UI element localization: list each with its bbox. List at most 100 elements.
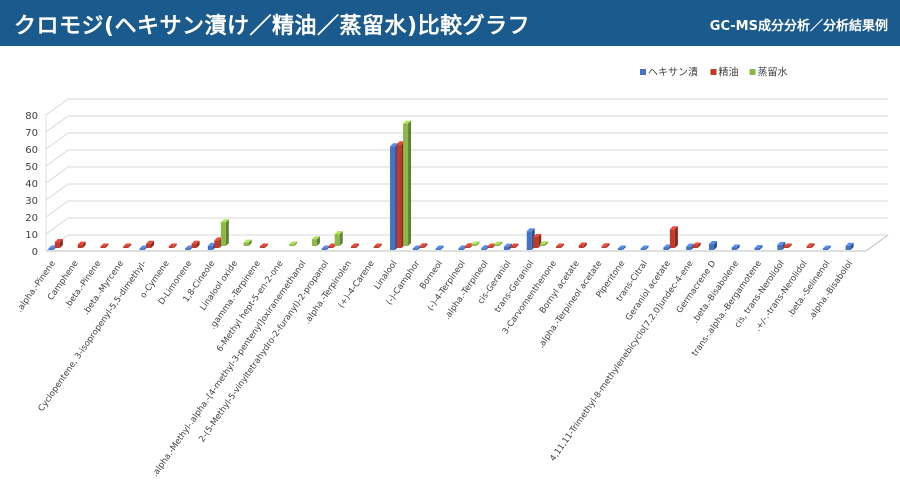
bar-side xyxy=(82,241,86,248)
bar xyxy=(640,248,646,250)
bar-side xyxy=(561,243,564,248)
y-tick-label: 40 xyxy=(25,179,38,190)
bar xyxy=(185,248,191,250)
bar xyxy=(822,248,828,250)
bar-side xyxy=(225,219,229,246)
bar-top xyxy=(526,228,535,232)
grid-line-side xyxy=(45,217,69,235)
bar xyxy=(373,246,379,248)
x-tick-label: Cyclopentene, 3-isopropenyl-5,5-dimethyl… xyxy=(37,259,149,414)
bar-top xyxy=(403,120,412,124)
bar-top xyxy=(487,243,496,247)
grid-line-side xyxy=(45,200,69,218)
y-tick-label: 10 xyxy=(25,230,38,241)
bar xyxy=(207,245,213,250)
chart-area: 0 10 20 30 40 50 60 70 80 .alpha.-Pinene Camphene.… xyxy=(0,46,900,498)
bar-side xyxy=(316,236,320,246)
bar-side xyxy=(788,243,792,248)
bar-top xyxy=(663,244,672,248)
bar xyxy=(419,246,425,248)
legend-swatch xyxy=(640,69,646,75)
bar-top xyxy=(412,245,421,249)
bar-side xyxy=(782,241,786,250)
bar xyxy=(487,246,493,248)
bar xyxy=(481,248,487,250)
bar-side xyxy=(151,240,154,248)
bar-side xyxy=(248,239,252,246)
bar-top xyxy=(48,245,57,249)
bar-top xyxy=(146,240,154,244)
bar-top xyxy=(686,243,695,247)
bar-top xyxy=(708,241,717,245)
bar-side xyxy=(515,243,519,248)
bar-side xyxy=(356,243,359,248)
bar xyxy=(168,246,174,248)
bar-top xyxy=(214,237,223,241)
bar-side xyxy=(645,245,649,250)
bar-side xyxy=(583,242,587,248)
legend-swatch xyxy=(749,69,756,75)
bar-top xyxy=(806,243,815,247)
bar-side xyxy=(408,120,412,246)
bar xyxy=(845,245,851,250)
bar xyxy=(754,247,760,250)
bar-side xyxy=(378,243,382,248)
bar-top xyxy=(822,245,831,249)
bar xyxy=(692,245,698,248)
bar-top xyxy=(396,141,405,145)
bar xyxy=(464,246,470,248)
bar xyxy=(328,246,334,248)
bar-side xyxy=(697,242,701,248)
bar-top xyxy=(731,244,740,248)
bar xyxy=(259,246,265,248)
bar-side xyxy=(759,244,763,250)
bar-top xyxy=(845,242,854,246)
bar-top xyxy=(494,241,503,245)
bar-side xyxy=(622,245,626,250)
bar-top xyxy=(435,245,444,249)
bar-side xyxy=(736,244,740,250)
bar xyxy=(48,248,54,250)
bar-top xyxy=(259,243,268,247)
bar-top xyxy=(321,245,330,249)
bar-side xyxy=(173,243,177,248)
bar-side xyxy=(128,243,132,248)
bar xyxy=(243,242,249,246)
legend-label: 蒸留水 xyxy=(758,66,788,79)
bar-side xyxy=(476,241,480,246)
bar-top xyxy=(123,243,132,247)
bar xyxy=(458,248,464,250)
bar xyxy=(601,246,607,248)
bar-top xyxy=(692,242,701,246)
grid-line-side xyxy=(45,183,69,201)
bar xyxy=(494,244,500,246)
grid-line-side xyxy=(45,166,69,184)
page-subtitle: GC-MS成分分析／分析結果例 xyxy=(709,19,888,34)
bar-side xyxy=(544,241,548,246)
y-tick-label: 50 xyxy=(25,162,38,173)
bar-top xyxy=(220,219,229,223)
bar xyxy=(539,244,545,246)
bar xyxy=(146,243,151,248)
bar xyxy=(617,248,623,250)
bar-side xyxy=(827,245,831,250)
bar-side xyxy=(196,240,200,248)
bar-side xyxy=(850,242,854,250)
bar-side xyxy=(294,241,298,246)
bar xyxy=(351,246,356,248)
bar xyxy=(663,247,669,250)
bar xyxy=(403,123,409,246)
bar-side xyxy=(811,243,815,248)
bar-top xyxy=(185,245,194,249)
y-tick-label: 80 xyxy=(25,111,38,122)
bar-top xyxy=(481,245,490,249)
bar-side xyxy=(424,243,428,248)
bar-side xyxy=(264,243,268,248)
bar-side xyxy=(105,243,109,248)
bar-side xyxy=(674,226,678,248)
bar-top xyxy=(533,233,542,237)
bar-top xyxy=(539,241,548,245)
bar-top xyxy=(351,243,359,247)
bar-top xyxy=(373,243,382,247)
bar xyxy=(311,239,317,246)
